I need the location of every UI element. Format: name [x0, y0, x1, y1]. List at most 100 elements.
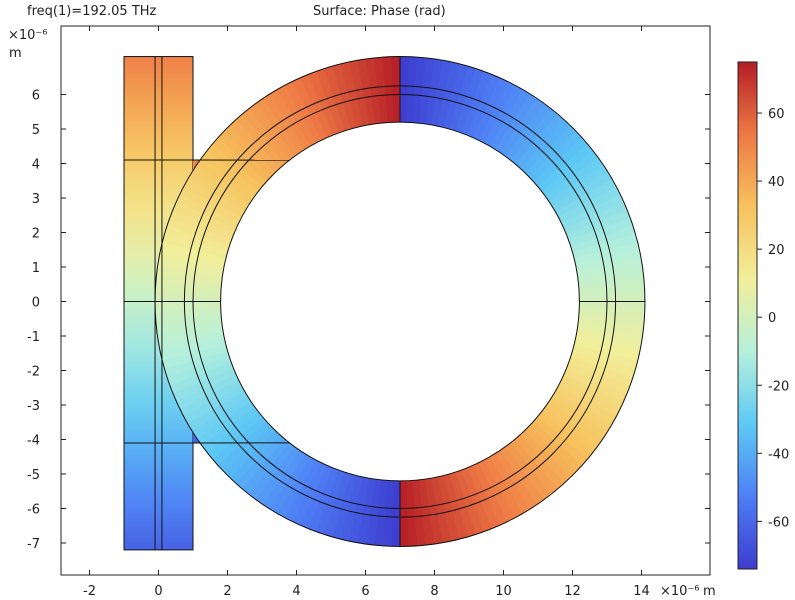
- ring-phase-segment: [242, 438, 291, 496]
- ring-phase-segment: [247, 103, 295, 161]
- ring-phase-segment: [529, 420, 584, 472]
- ring-phase-segment: [572, 343, 639, 370]
- ring-phase-segment: [574, 337, 640, 361]
- x-tick-label: 6: [361, 584, 369, 599]
- x-tick-label: 10: [495, 584, 512, 599]
- ring-phase-segment: [276, 85, 316, 147]
- ring-phase-segment: [577, 319, 644, 336]
- ring-phase-segment: [216, 131, 271, 183]
- x-tick-label: 14: [633, 584, 650, 599]
- ring-phase-segment: [205, 144, 263, 193]
- ring-phase-segment: [471, 77, 508, 141]
- ring-phase-segment: [577, 265, 644, 283]
- ring-phase-segment: [418, 478, 436, 546]
- ring-phase-segment: [563, 367, 628, 402]
- ring-phase-segment: [552, 390, 613, 432]
- plot-title: Surface: Phase (rad): [313, 4, 446, 19]
- ring-phase-segment: [270, 453, 312, 515]
- ring-phase-segment: [322, 66, 351, 132]
- ring-phase-segment: [406, 480, 419, 547]
- ring-phase-segment: [161, 233, 228, 260]
- ring-phase-segment: [234, 113, 285, 170]
- ring-phase-segment: [254, 98, 300, 158]
- colorbar-tick-label: -20: [768, 379, 789, 394]
- ring-phase-segment: [155, 314, 222, 329]
- ring-phase-segment: [157, 326, 224, 346]
- ring-phase-segment: [172, 368, 237, 403]
- ring-phase-segment: [300, 465, 334, 530]
- ring-phase-segment: [340, 475, 364, 542]
- ring-phase-segment: [339, 61, 363, 128]
- ring-phase-segment: [156, 267, 223, 284]
- ring-phase-segment: [206, 411, 264, 461]
- ring-phase-segment: [306, 71, 339, 136]
- ring-phase-segment: [575, 248, 642, 271]
- colorbar-ticks: -60 -40 -20 0 20 40 60: [757, 107, 789, 530]
- ring-phase-segment: [192, 396, 252, 440]
- colorbar-tick-label: -60: [768, 515, 789, 530]
- colorbar-tick-label: 60: [768, 107, 785, 122]
- ring-phase-segment: [176, 374, 240, 411]
- ring-phase-segment: [357, 478, 377, 545]
- ring-phase-segment: [460, 70, 492, 136]
- ring-phase-segment: [175, 194, 239, 230]
- ring-phase-segment: [229, 430, 281, 485]
- ring-phase-segment: [483, 84, 523, 147]
- ring-phase-segment: [183, 385, 246, 426]
- ring-phase-segment: [179, 380, 243, 419]
- x-tick-label: 0: [154, 584, 162, 599]
- ring-phase-segment: [160, 338, 227, 363]
- ring-phase-segment: [156, 320, 223, 338]
- ring-phase-segment: [572, 232, 638, 259]
- ring-phase-segment: [568, 216, 633, 247]
- ring-phase-segment: [308, 467, 340, 533]
- ring-phase-segment: [568, 355, 634, 386]
- ring-phase-segment: [424, 477, 445, 545]
- ring-phase-segment: [524, 425, 578, 478]
- ring-phase-segment: [557, 184, 621, 223]
- colorbar-tick-label: 20: [768, 243, 785, 258]
- ring-phase-segment: [477, 80, 515, 144]
- ring-phase-segment: [365, 479, 383, 546]
- ring-phase-segment: [285, 459, 323, 523]
- ring-phase-segment: [561, 373, 625, 409]
- ring-phase-segment: [541, 405, 600, 453]
- ring-phase-segment: [431, 476, 453, 543]
- ring-phase-segment: [443, 473, 470, 540]
- ring-phase-segment: [268, 89, 311, 151]
- ring-phase-segment: [324, 472, 352, 538]
- y-axis-unit: m: [9, 46, 22, 61]
- ring-phase-segment: [417, 57, 435, 124]
- ring-phase-segment: [291, 77, 328, 141]
- ring-phase-segment: [314, 68, 345, 134]
- ring-phase-segment: [169, 209, 234, 242]
- y-tick-label: 3: [32, 192, 40, 207]
- ring-phase-segment: [223, 426, 277, 479]
- ring-phase-segment: [162, 344, 228, 371]
- x-tick-label: 2: [223, 584, 231, 599]
- ring-phase-segment: [158, 332, 225, 355]
- y-axis-multiplier: ×10⁻⁶: [8, 28, 48, 43]
- ring-phase-segment: [523, 124, 577, 177]
- ring-phase-segment: [372, 57, 388, 124]
- ring-phase-segment: [472, 462, 509, 526]
- ring-phase-segment: [283, 81, 322, 144]
- ring-phase-segment: [187, 391, 249, 433]
- ring-phase-segment: [349, 476, 371, 544]
- ring-phase-segment: [442, 63, 468, 130]
- ring-phase-segment: [500, 445, 546, 505]
- ring-phase-segment: [536, 142, 594, 192]
- ring-phase-segment: [195, 157, 255, 203]
- ring-phase-segment: [570, 224, 636, 253]
- colorbar: [737, 61, 758, 570]
- ring-phase-segment: [520, 429, 572, 484]
- ring-phase-segment: [499, 97, 544, 157]
- ring-phase-segment: [191, 164, 252, 208]
- ring-phase-segment: [566, 361, 631, 394]
- ring-phase-segment: [332, 473, 358, 540]
- ring-phase-segment: [466, 73, 500, 138]
- frequency-label: freq(1)=192.05 THz: [27, 4, 157, 19]
- ring-phase-segment: [437, 475, 461, 542]
- ring-phase-segment: [398, 56, 409, 123]
- y-tick-label: 4: [32, 158, 40, 173]
